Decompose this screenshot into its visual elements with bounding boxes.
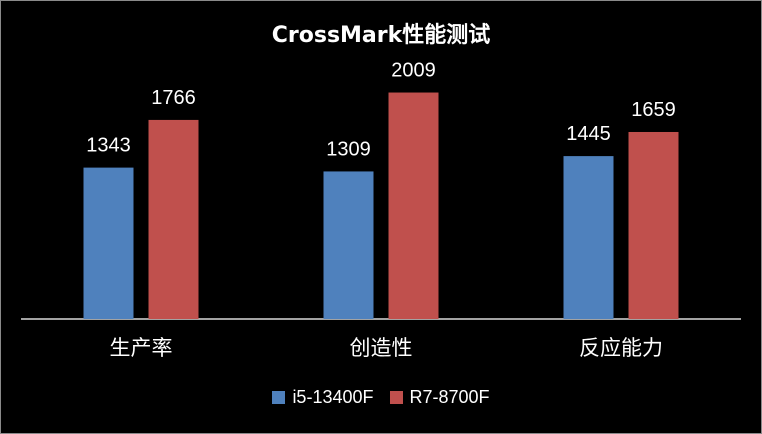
legend: i5-13400F R7-8700F — [1, 387, 761, 408]
bar-1-2 — [323, 171, 374, 319]
legend-item-series-2: R7-8700F — [389, 387, 490, 408]
category-label-2: 创造性 — [350, 336, 413, 360]
bar-1-1 — [83, 167, 134, 319]
legend-label-series-1: i5-13400F — [292, 387, 374, 407]
data-label-1-1: 1343 — [86, 135, 131, 157]
legend-item-series-1: i5-13400F — [272, 387, 374, 408]
bar-2-3 — [628, 131, 679, 319]
data-label-2-2: 2009 — [391, 60, 436, 82]
legend-swatch-series-1 — [272, 391, 286, 404]
data-label-2-1: 1766 — [151, 87, 196, 109]
legend-swatch-series-2 — [389, 391, 403, 404]
category-label-1: 生产率 — [110, 336, 173, 360]
category-label-3: 反应能力 — [579, 336, 663, 360]
bar-1-3 — [563, 156, 614, 319]
data-label-2-3: 1659 — [631, 99, 676, 121]
data-label-1-2: 1309 — [326, 138, 371, 160]
bar-2-2 — [388, 92, 439, 319]
chart-title: CrossMark性能测试 — [271, 23, 491, 48]
legend-label-series-2: R7-8700F — [409, 387, 490, 407]
data-label-1-3: 1445 — [566, 123, 611, 145]
bar-2-1 — [148, 119, 199, 319]
